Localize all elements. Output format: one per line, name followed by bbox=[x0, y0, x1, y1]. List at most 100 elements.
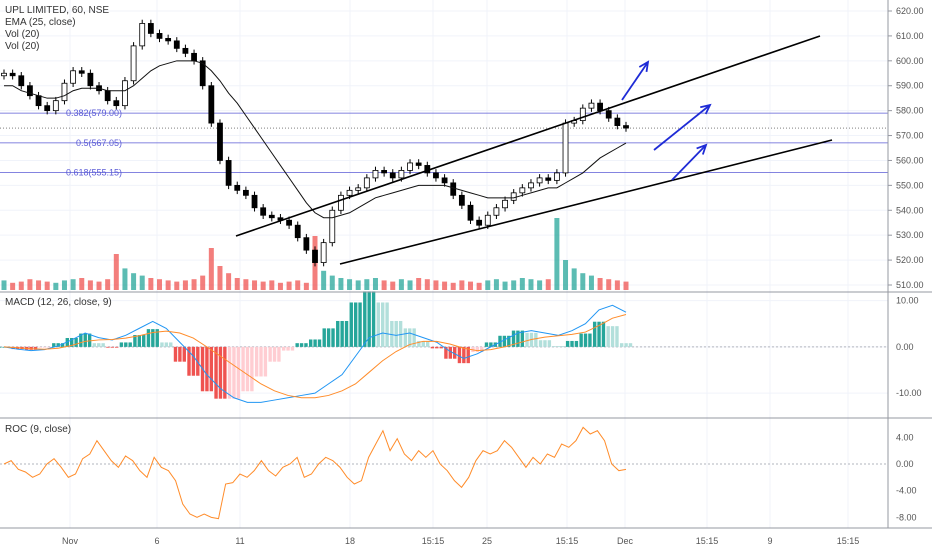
candle-body bbox=[303, 237, 310, 251]
macd-histogram-bar bbox=[146, 329, 151, 347]
candle-body bbox=[355, 187, 362, 191]
candle-body bbox=[52, 100, 59, 112]
candle-body bbox=[251, 194, 258, 209]
macd-histogram-bar bbox=[394, 320, 398, 347]
volume-bar bbox=[614, 280, 620, 290]
macd-histogram-bar bbox=[525, 332, 529, 347]
volume-bar bbox=[355, 280, 361, 290]
macd-histogram-bar bbox=[218, 346, 223, 399]
macd-histogram-bar bbox=[398, 320, 403, 347]
volume-bar bbox=[165, 280, 171, 290]
macd-histogram-bar bbox=[128, 342, 132, 347]
macd-histogram-bar bbox=[0, 346, 2, 348]
volume-bar bbox=[157, 279, 162, 290]
macd-histogram-bar bbox=[101, 343, 105, 347]
macd-histogram-bar bbox=[448, 346, 453, 359]
volume-bar bbox=[321, 270, 327, 290]
channel-upper-line[interactable] bbox=[235, 35, 821, 237]
volume-bar bbox=[511, 280, 517, 290]
macd-histogram-bar bbox=[425, 340, 430, 347]
vol-legend-1: Vol (20) bbox=[5, 29, 40, 40]
volume-bar bbox=[200, 275, 206, 290]
vol-legend-2: Vol (20) bbox=[5, 41, 40, 52]
trend-channel[interactable] bbox=[235, 35, 833, 265]
macd-histogram-bar bbox=[304, 343, 308, 347]
candle-body bbox=[260, 207, 267, 216]
macd-histogram-bar bbox=[628, 343, 633, 347]
volume-bar bbox=[96, 281, 102, 290]
volume-bar bbox=[174, 281, 180, 290]
volume-bar bbox=[217, 266, 223, 290]
candle-body bbox=[182, 47, 189, 54]
macd-histogram-bar bbox=[142, 335, 146, 347]
macd-histogram-bar bbox=[435, 346, 439, 349]
channel-lower-line[interactable] bbox=[339, 139, 833, 265]
price-tick-label: 530.00 bbox=[896, 230, 924, 240]
projection-arrows[interactable] bbox=[621, 60, 712, 181]
candle-body bbox=[242, 189, 249, 196]
volume-bar bbox=[295, 280, 301, 290]
volume-bar bbox=[226, 273, 232, 290]
volume-bar bbox=[234, 278, 240, 290]
macd-histogram-bar bbox=[556, 346, 561, 347]
candle-body bbox=[484, 214, 491, 226]
roc-tick-label: -4.00 bbox=[896, 486, 917, 496]
price-tick-label: 610.00 bbox=[896, 31, 924, 41]
macd-histogram-bar bbox=[588, 333, 592, 347]
macd-histogram-bar bbox=[119, 342, 124, 347]
volume-bar bbox=[269, 280, 275, 290]
macd-histogram-bar bbox=[169, 342, 173, 347]
macd-histogram-bar bbox=[624, 343, 628, 347]
macd-histogram-bar bbox=[579, 333, 583, 347]
macd-histogram-bar bbox=[114, 346, 119, 348]
projection-arrow-0 bbox=[621, 61, 649, 101]
macd-histogram-bar bbox=[133, 335, 137, 347]
macd-histogram-bar bbox=[87, 333, 92, 347]
macd-histogram-bar bbox=[430, 346, 435, 349]
volume-bar bbox=[347, 279, 353, 290]
candle-body bbox=[588, 102, 595, 109]
price-tick-label: 620.00 bbox=[896, 6, 924, 16]
macd-histogram-bar bbox=[38, 346, 42, 348]
candle-body bbox=[407, 162, 413, 171]
roc-pane bbox=[0, 426, 888, 520]
projection-arrowhead-1 bbox=[700, 103, 712, 115]
macd-histogram-bar bbox=[254, 346, 259, 377]
candles bbox=[1, 19, 629, 267]
candle-body bbox=[208, 85, 215, 124]
macd-histogram-bar bbox=[196, 346, 200, 376]
candle-body bbox=[389, 172, 396, 179]
candle-body bbox=[225, 160, 232, 186]
roc-legend: ROC (9, close) bbox=[5, 424, 72, 435]
ema-line bbox=[4, 60, 627, 219]
volume-bar bbox=[286, 281, 292, 290]
macd-histogram-bar bbox=[403, 328, 408, 347]
candle-body bbox=[597, 102, 603, 112]
volume-bar bbox=[407, 280, 413, 290]
candle-body bbox=[268, 214, 275, 219]
macd-histogram-bar bbox=[516, 330, 520, 347]
volume-bar bbox=[390, 281, 396, 290]
fibonacci-levels: 0.382(579.00) 0.5(567.05) 0.618(555.15) bbox=[0, 108, 888, 178]
macd-histogram-bar bbox=[363, 291, 367, 347]
macd-histogram-bar bbox=[457, 346, 462, 364]
macd-histogram-bar bbox=[570, 340, 574, 347]
volume-bar bbox=[260, 281, 266, 290]
candle-body bbox=[130, 45, 137, 82]
projection-arrow-1 bbox=[653, 104, 711, 151]
macd-histogram-bar bbox=[65, 337, 70, 347]
macd-histogram-bar bbox=[390, 320, 394, 347]
x-tick-label: 15:15 bbox=[556, 536, 579, 546]
macd-histogram-bar bbox=[561, 346, 565, 347]
candle-body bbox=[147, 23, 154, 34]
volume-bar bbox=[468, 281, 473, 290]
macd-histogram-bar bbox=[520, 330, 525, 347]
candle-body bbox=[217, 122, 223, 161]
macd-histogram-bar bbox=[236, 346, 241, 399]
volume-bar bbox=[131, 273, 137, 290]
volume-bar bbox=[208, 248, 214, 290]
macd-histogram-bar bbox=[502, 335, 507, 347]
macd-histogram-bar bbox=[498, 335, 502, 347]
